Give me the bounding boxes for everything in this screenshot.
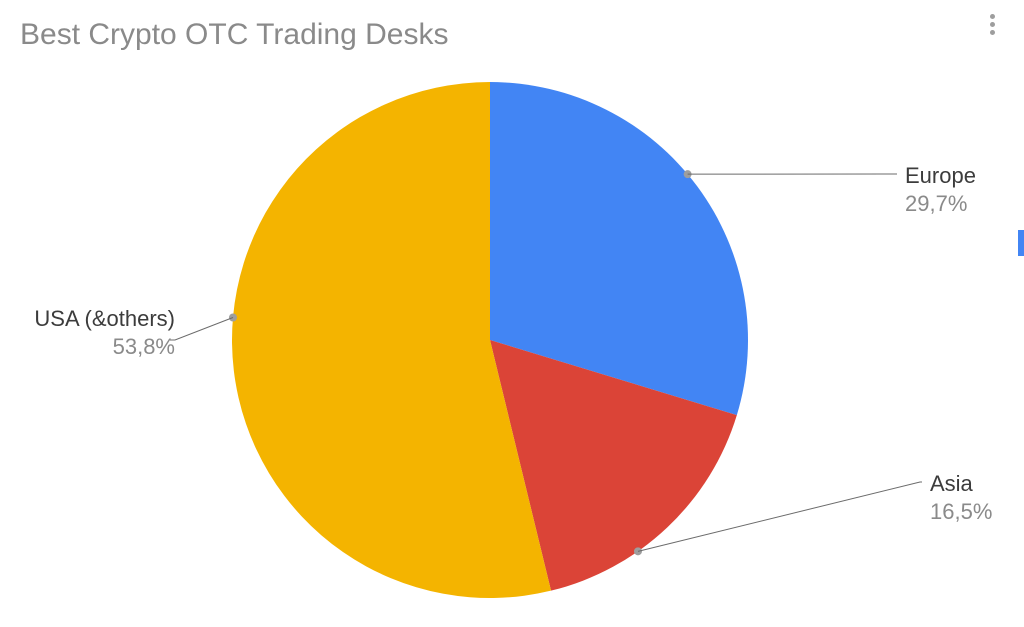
slice-name: Asia	[930, 470, 992, 498]
slice-percent: 29,7%	[905, 190, 976, 218]
slice-label-usa-others: USA (&others) 53,8%	[10, 305, 175, 360]
slice-label-europe: Europe 29,7%	[905, 162, 976, 217]
leader-line	[170, 318, 233, 340]
slice-percent: 53,8%	[10, 333, 175, 361]
slice-name: USA (&others)	[10, 305, 175, 333]
slice-label-asia: Asia 16,5%	[930, 470, 992, 525]
slice-percent: 16,5%	[930, 498, 992, 526]
slice-name: Europe	[905, 162, 976, 190]
